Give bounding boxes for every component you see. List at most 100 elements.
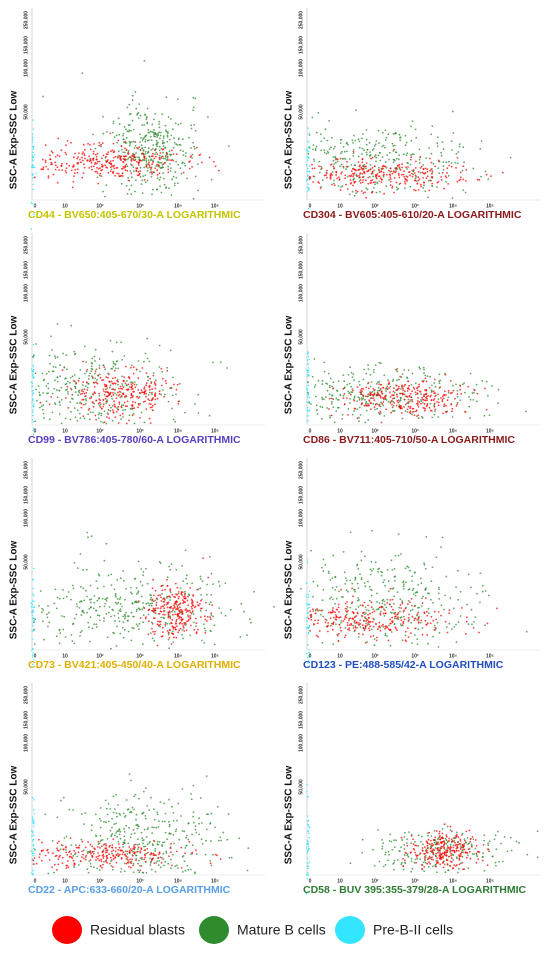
event-dot xyxy=(239,636,242,638)
event-dot xyxy=(352,152,355,155)
event-dot xyxy=(118,833,121,836)
event-dot xyxy=(176,153,178,156)
event-dot xyxy=(459,399,462,402)
event-dot xyxy=(83,163,85,166)
event-dot xyxy=(111,350,114,353)
event-dot xyxy=(381,392,383,395)
event-dot xyxy=(327,611,330,614)
event-dot xyxy=(57,137,60,140)
x-tick-label: 10² xyxy=(96,878,104,884)
event-dot xyxy=(84,856,87,858)
event-dot xyxy=(443,390,446,392)
event-dot xyxy=(182,855,185,857)
event-dot xyxy=(168,647,171,650)
event-dot xyxy=(106,167,109,169)
y-tick-label: 250,000 xyxy=(23,461,29,479)
event-dot xyxy=(353,180,356,183)
event-dot xyxy=(357,605,360,608)
event-dot xyxy=(365,162,368,165)
event-dot xyxy=(384,146,386,149)
x-tick-label: 0 xyxy=(34,653,37,659)
event-dot xyxy=(363,555,366,558)
event-dot xyxy=(117,422,120,424)
event-dot xyxy=(166,576,169,579)
event-dot xyxy=(208,603,211,606)
event-dot xyxy=(110,865,113,867)
event-dot xyxy=(157,594,160,597)
event-dot xyxy=(352,389,354,392)
event-dot xyxy=(444,620,447,623)
event-dot xyxy=(117,139,120,142)
event-dot xyxy=(373,169,376,172)
event-dot xyxy=(460,845,462,847)
event-dot xyxy=(176,600,179,603)
event-dot xyxy=(307,127,309,129)
event-dot xyxy=(114,174,117,177)
event-dot xyxy=(382,176,385,178)
event-dot xyxy=(56,154,59,157)
event-dot xyxy=(131,94,134,97)
event-dot xyxy=(497,388,500,391)
event-dot xyxy=(123,830,126,833)
event-dot xyxy=(307,616,309,618)
event-dot xyxy=(376,403,379,405)
event-dot xyxy=(365,400,368,403)
event-dot xyxy=(414,391,417,394)
event-dot xyxy=(445,839,448,842)
event-dot xyxy=(382,171,385,174)
event-dot xyxy=(150,596,153,599)
event-dot xyxy=(90,852,92,855)
event-dot xyxy=(42,166,45,169)
event-dot xyxy=(414,840,416,843)
event-dot xyxy=(348,193,351,196)
event-dot xyxy=(122,812,125,815)
event-dot xyxy=(400,412,403,414)
event-dot xyxy=(434,165,437,168)
event-dot xyxy=(331,400,333,403)
event-dot xyxy=(339,616,342,618)
event-dot xyxy=(50,396,52,398)
event-dot xyxy=(111,397,114,400)
event-dot xyxy=(421,605,423,607)
event-dot xyxy=(433,610,436,613)
event-dot xyxy=(209,616,212,618)
event-dot xyxy=(307,384,309,387)
event-dot xyxy=(455,641,458,644)
event-dot xyxy=(168,610,171,613)
event-dot xyxy=(154,393,157,396)
event-dot xyxy=(334,157,337,160)
event-dot xyxy=(374,154,377,157)
event-dot xyxy=(31,853,34,855)
event-dot xyxy=(416,415,418,418)
event-dot xyxy=(119,814,122,816)
event-dot xyxy=(115,812,118,814)
event-dot xyxy=(312,181,314,183)
event-dot xyxy=(401,173,403,176)
event-dot xyxy=(412,153,415,156)
event-dot xyxy=(181,613,183,615)
event-dot xyxy=(307,170,310,173)
event-dot xyxy=(450,403,452,406)
event-dot xyxy=(111,149,114,152)
event-dot xyxy=(109,862,111,865)
event-dot xyxy=(161,142,164,145)
event-dot xyxy=(367,182,370,185)
event-dot xyxy=(210,612,213,615)
event-dot xyxy=(116,603,118,605)
event-dot xyxy=(186,864,189,867)
event-dot xyxy=(104,602,107,605)
event-dot xyxy=(462,165,465,168)
event-dot xyxy=(383,600,386,603)
event-dot xyxy=(102,388,105,391)
event-dot xyxy=(167,611,170,614)
event-dot xyxy=(164,621,167,624)
event-dot xyxy=(115,645,118,647)
x-tick-label: 10³ xyxy=(136,203,144,209)
event-dot xyxy=(388,382,391,385)
event-dot xyxy=(32,403,35,405)
event-dot xyxy=(61,162,63,165)
event-dot xyxy=(382,144,385,147)
event-dot xyxy=(307,631,310,634)
event-dot xyxy=(192,811,195,814)
event-dot xyxy=(201,843,204,845)
